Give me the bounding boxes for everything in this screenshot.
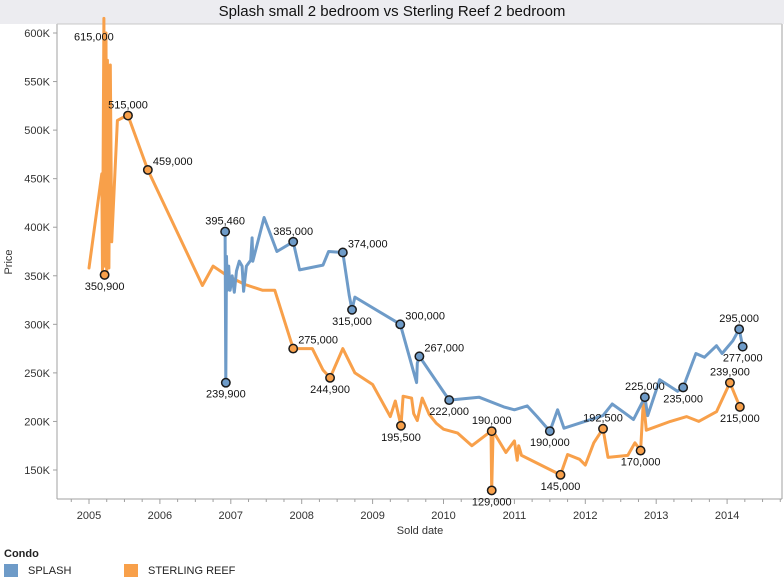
plot-area — [57, 24, 782, 499]
series-line-splash[interactable] — [223, 216, 745, 433]
data-point-sterling-reef[interactable] — [142, 164, 153, 175]
legend-swatch-splash — [4, 564, 18, 577]
data-label-sterling-reef: 170,000 — [621, 457, 661, 469]
data-point-splash[interactable] — [347, 304, 357, 315]
data-point-splash[interactable] — [220, 377, 231, 388]
y-tick-label: 300K — [24, 319, 50, 331]
data-label-sterling-reef: 215,000 — [720, 413, 760, 425]
data-point-sterling-reef[interactable] — [635, 445, 646, 456]
legend-swatch-sterling-reef — [124, 564, 138, 577]
data-label-sterling-reef: 275,000 — [298, 335, 338, 347]
y-tick-label: 250K — [24, 368, 50, 380]
data-label-sterling-reef: 192,500 — [583, 413, 623, 425]
data-point-splash[interactable] — [639, 392, 650, 403]
data-label-splash: 235,000 — [663, 393, 703, 405]
data-point-splash[interactable] — [544, 426, 555, 437]
data-point-sterling-reef[interactable] — [486, 426, 497, 437]
legend-label-sterling-reef: STERLING REEF — [148, 564, 236, 577]
x-tick-label: 2010 — [431, 510, 455, 522]
data-point-splash[interactable] — [734, 324, 745, 335]
data-label-splash: 374,000 — [348, 238, 388, 250]
data-label-sterling-reef: 145,000 — [541, 481, 581, 493]
data-point-sterling-reef[interactable] — [396, 420, 406, 431]
x-tick-label: 2011 — [503, 510, 527, 522]
data-label-sterling-reef: 129,000 — [472, 496, 512, 508]
data-label-sterling-reef: 239,900 — [710, 367, 750, 379]
series-line-sterling-reef[interactable] — [87, 16, 742, 492]
data-labels: 395,460 239,900 385,000 374,000 315,000 300,0… — [74, 31, 763, 508]
series-markers — [99, 110, 748, 496]
x-tick-label: 2006 — [148, 510, 172, 522]
data-point-sterling-reef[interactable] — [724, 377, 735, 388]
chart-title: Splash small 2 bedroom vs Sterling Reef … — [0, 0, 784, 24]
data-label-splash: 222,000 — [429, 406, 469, 418]
data-point-sterling-reef[interactable] — [734, 401, 745, 412]
y-tick-label: 600K — [24, 28, 50, 40]
data-label-sterling-reef: 515,000 — [108, 100, 148, 112]
series-lines — [87, 16, 745, 492]
x-tick-label: 2008 — [289, 510, 313, 522]
data-point-splash[interactable] — [220, 226, 231, 237]
data-label-splash: 295,000 — [719, 313, 759, 325]
x-tick-label: 2005 — [77, 510, 101, 522]
legend: Condo SPLASH STERLING REEF — [4, 548, 244, 577]
legend-item-sterling-reef[interactable]: STERLING REEF — [124, 564, 244, 577]
x-tick-label: 2014 — [715, 510, 739, 522]
data-label-sterling-reef: 195,500 — [381, 432, 421, 444]
x-axis-title: Sold date — [397, 525, 443, 537]
axes: 150K 200K 250K 300K 350K 400K 450K 500K 550K 600K… — [24, 23, 783, 522]
data-point-sterling-reef[interactable] — [288, 343, 299, 354]
data-point-splash[interactable] — [395, 319, 406, 330]
data-label-splash: 225,000 — [625, 381, 665, 393]
data-label-sterling-reef: 244,900 — [310, 384, 350, 396]
data-point-sterling-reef[interactable] — [123, 110, 133, 121]
y-tick-label: 350K — [24, 271, 50, 283]
data-label-splash: 239,900 — [206, 389, 246, 401]
y-tick-label: 400K — [24, 222, 50, 234]
data-point-sterling-reef[interactable] — [325, 372, 336, 383]
legend-title: Condo — [4, 548, 39, 560]
y-axis-title: Price — [3, 249, 15, 274]
data-point-splash[interactable] — [414, 351, 425, 362]
data-point-sterling-reef[interactable] — [486, 485, 497, 496]
data-label-sterling-reef: 350,900 — [85, 281, 125, 293]
data-label-splash: 395,460 — [205, 216, 245, 228]
data-label-splash: 190,000 — [530, 437, 570, 449]
y-tick-label: 550K — [24, 77, 50, 89]
data-point-splash[interactable] — [737, 341, 748, 352]
y-tick-label: 150K — [24, 465, 50, 477]
y-tick-label: 500K — [24, 125, 50, 137]
data-point-sterling-reef[interactable] — [598, 423, 608, 434]
x-tick-label: 2013 — [644, 510, 668, 522]
data-label-sterling-reef: 459,000 — [153, 156, 193, 168]
y-tick-label: 200K — [24, 416, 50, 428]
data-point-sterling-reef[interactable] — [99, 269, 110, 280]
data-label-sterling-reef: 190,000 — [472, 415, 512, 427]
y-tick-label: 450K — [24, 174, 50, 186]
data-label-splash: 277,000 — [723, 353, 763, 365]
x-tick-label: 2009 — [360, 510, 384, 522]
data-point-splash[interactable] — [444, 395, 455, 406]
x-tick-label: 2012 — [573, 510, 597, 522]
data-point-splash[interactable] — [337, 247, 348, 258]
data-label-splash: 267,000 — [424, 342, 464, 354]
data-label-splash: 385,000 — [273, 226, 313, 238]
data-point-sterling-reef[interactable] — [555, 469, 566, 480]
legend-label-splash: SPLASH — [28, 564, 72, 577]
data-point-splash[interactable] — [678, 382, 689, 393]
legend-item-splash[interactable]: SPLASH — [4, 564, 124, 577]
data-point-splash[interactable] — [288, 236, 299, 247]
data-label-splash: 300,000 — [405, 310, 445, 322]
data-label-sterling-reef: 615,000 — [74, 31, 114, 43]
data-label-splash: 315,000 — [332, 316, 372, 328]
x-tick-label: 2007 — [219, 510, 243, 522]
